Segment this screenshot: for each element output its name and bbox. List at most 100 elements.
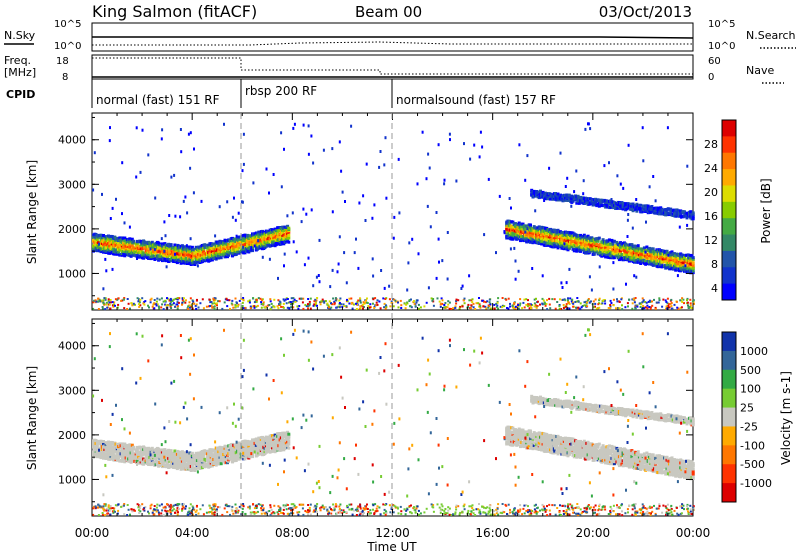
power-noise-cell bbox=[388, 298, 391, 301]
power-cell bbox=[524, 238, 527, 242]
power-noise-cell bbox=[161, 303, 164, 306]
power-noise-cell bbox=[155, 300, 158, 303]
power-noise-cell bbox=[157, 305, 160, 308]
power-cell bbox=[242, 249, 246, 252]
power-noise-cell bbox=[176, 298, 179, 301]
power-noise-cell bbox=[290, 303, 292, 306]
power-cell bbox=[135, 242, 139, 246]
power-noise-cell bbox=[126, 308, 129, 310]
power-noise-cell bbox=[138, 303, 140, 306]
power-noise-cell bbox=[567, 299, 569, 302]
power-noise-cell bbox=[572, 301, 574, 304]
power-noise-cell bbox=[290, 306, 293, 309]
power-noise-cell bbox=[333, 300, 336, 303]
velocity-cell bbox=[238, 445, 242, 449]
power-cell bbox=[210, 250, 214, 253]
power-sparse-cell bbox=[656, 265, 659, 268]
power-sparse-cell bbox=[242, 245, 245, 249]
power-noise-cell bbox=[110, 301, 112, 304]
power-noise-cell bbox=[152, 303, 155, 306]
power-sparse-cell bbox=[582, 192, 585, 196]
power-noise-cell bbox=[397, 301, 399, 304]
power-sparse-cell bbox=[336, 270, 339, 274]
power-noise-cell bbox=[346, 300, 349, 303]
power-cell bbox=[287, 226, 291, 230]
power-sparse-cell bbox=[443, 182, 446, 186]
power-cell bbox=[248, 249, 252, 253]
power-cell bbox=[517, 229, 521, 233]
power-sparse-cell bbox=[111, 206, 114, 210]
power-noise-cell bbox=[283, 299, 286, 302]
power-noise-cell bbox=[501, 304, 504, 307]
power-noise-cell bbox=[191, 299, 194, 302]
power-cell bbox=[597, 236, 601, 240]
power-cell bbox=[135, 253, 139, 257]
power-cell bbox=[549, 239, 552, 243]
power-noise-cell bbox=[565, 305, 568, 308]
power-noise-cell bbox=[169, 302, 172, 305]
power-noise-cell bbox=[238, 299, 241, 302]
power-sparse-cell bbox=[408, 241, 411, 245]
power-noise-cell bbox=[505, 298, 508, 301]
power-noise-cell bbox=[569, 297, 572, 300]
power-sparse-cell bbox=[231, 215, 234, 219]
power-cell bbox=[577, 201, 581, 205]
power-noise-cell bbox=[417, 303, 420, 306]
velocity-cell bbox=[110, 441, 114, 444]
power-sparse-cell bbox=[531, 267, 534, 270]
power-cell bbox=[605, 253, 609, 257]
power-sparse-cell bbox=[234, 218, 237, 222]
power-noise-cell bbox=[666, 297, 669, 300]
power-sparse-cell bbox=[92, 188, 95, 192]
power-sparse-cell bbox=[300, 220, 303, 224]
power-cell bbox=[529, 223, 532, 227]
power-cell bbox=[544, 240, 547, 244]
power-noise-cell bbox=[655, 301, 658, 304]
power-noise-cell bbox=[379, 307, 382, 310]
nsky-tick-bottom: 10^0 bbox=[54, 41, 81, 52]
power-sparse-cell bbox=[455, 179, 458, 183]
power-noise-cell bbox=[648, 299, 651, 302]
power-noise-cell bbox=[400, 307, 403, 309]
power-noise-cell bbox=[117, 303, 120, 306]
power-noise-cell bbox=[315, 299, 318, 302]
power-noise-cell bbox=[260, 301, 263, 304]
velocity-cell bbox=[193, 469, 197, 472]
velocity-cell bbox=[150, 446, 154, 450]
power-sparse-cell bbox=[242, 132, 245, 136]
power-noise-cell bbox=[425, 301, 428, 304]
power-noise-cell bbox=[689, 302, 692, 305]
power-noise-cell bbox=[231, 303, 234, 306]
power-sparse-cell bbox=[616, 243, 619, 247]
power-sparse-cell bbox=[675, 211, 678, 215]
power-noise-cell bbox=[359, 300, 362, 303]
power-noise-cell bbox=[634, 297, 637, 299]
power-noise-cell bbox=[631, 298, 634, 301]
power-noise-cell bbox=[253, 305, 256, 308]
power-noise-cell bbox=[350, 302, 353, 304]
power-noise-cell bbox=[488, 298, 491, 301]
power-cell bbox=[617, 256, 621, 260]
power-noise-cell bbox=[102, 302, 105, 305]
power-noise-cell bbox=[436, 297, 439, 300]
velocity-cell bbox=[160, 455, 164, 459]
power-noise-cell bbox=[164, 299, 167, 302]
velocity-cell bbox=[194, 451, 198, 455]
power-cell bbox=[527, 239, 531, 243]
power-noise-cell bbox=[546, 299, 548, 302]
power-sparse-cell bbox=[441, 259, 444, 263]
power-noise-cell bbox=[223, 301, 226, 304]
velocity-cell bbox=[128, 456, 132, 459]
power-noise-cell bbox=[177, 301, 180, 304]
power-noise-cell bbox=[262, 301, 265, 304]
power-sparse-cell bbox=[307, 152, 310, 156]
station-title: King Salmon (fitACF) bbox=[92, 2, 257, 21]
power-cell bbox=[120, 239, 124, 242]
power-noise-cell bbox=[641, 307, 644, 310]
power-noise-cell bbox=[218, 300, 221, 303]
power-cell bbox=[287, 240, 291, 244]
power-cell bbox=[221, 245, 224, 249]
power-sparse-cell bbox=[686, 164, 689, 168]
power-cell bbox=[691, 217, 695, 221]
